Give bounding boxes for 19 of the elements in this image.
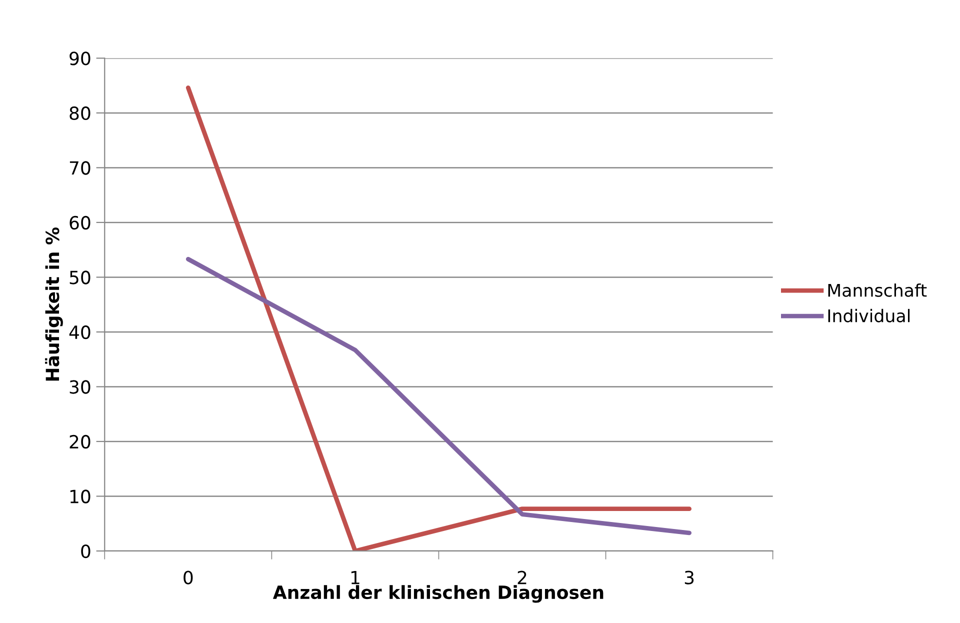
y-tick-label: 90 bbox=[70, 52, 90, 66]
y-tick-label: 10 bbox=[70, 490, 90, 504]
y-tick-label: 20 bbox=[70, 434, 90, 449]
y-axis-title: Häufigkeit in % bbox=[45, 227, 63, 381]
y-tick-label: 50 bbox=[70, 270, 90, 284]
x-tick-label: 1 bbox=[351, 570, 360, 584]
y-tick-label: 70 bbox=[70, 161, 90, 175]
x-tick-label: 0 bbox=[184, 570, 193, 584]
y-tick-label: 0 bbox=[81, 544, 90, 558]
x-tick-label: 3 bbox=[684, 570, 694, 584]
legend-label: Individual bbox=[828, 308, 910, 322]
x-tick-label: 2 bbox=[518, 570, 526, 584]
y-tick-label: 40 bbox=[69, 325, 90, 340]
x-axis-title: Anzahl der klinischen Diagnosen bbox=[272, 585, 604, 603]
y-tick-label: 80 bbox=[70, 106, 90, 120]
line-series bbox=[186, 256, 692, 536]
legend-label: Mannschaft bbox=[828, 283, 927, 297]
y-tick-label: 30 bbox=[70, 380, 90, 394]
y-tick-label: 60 bbox=[70, 216, 90, 230]
